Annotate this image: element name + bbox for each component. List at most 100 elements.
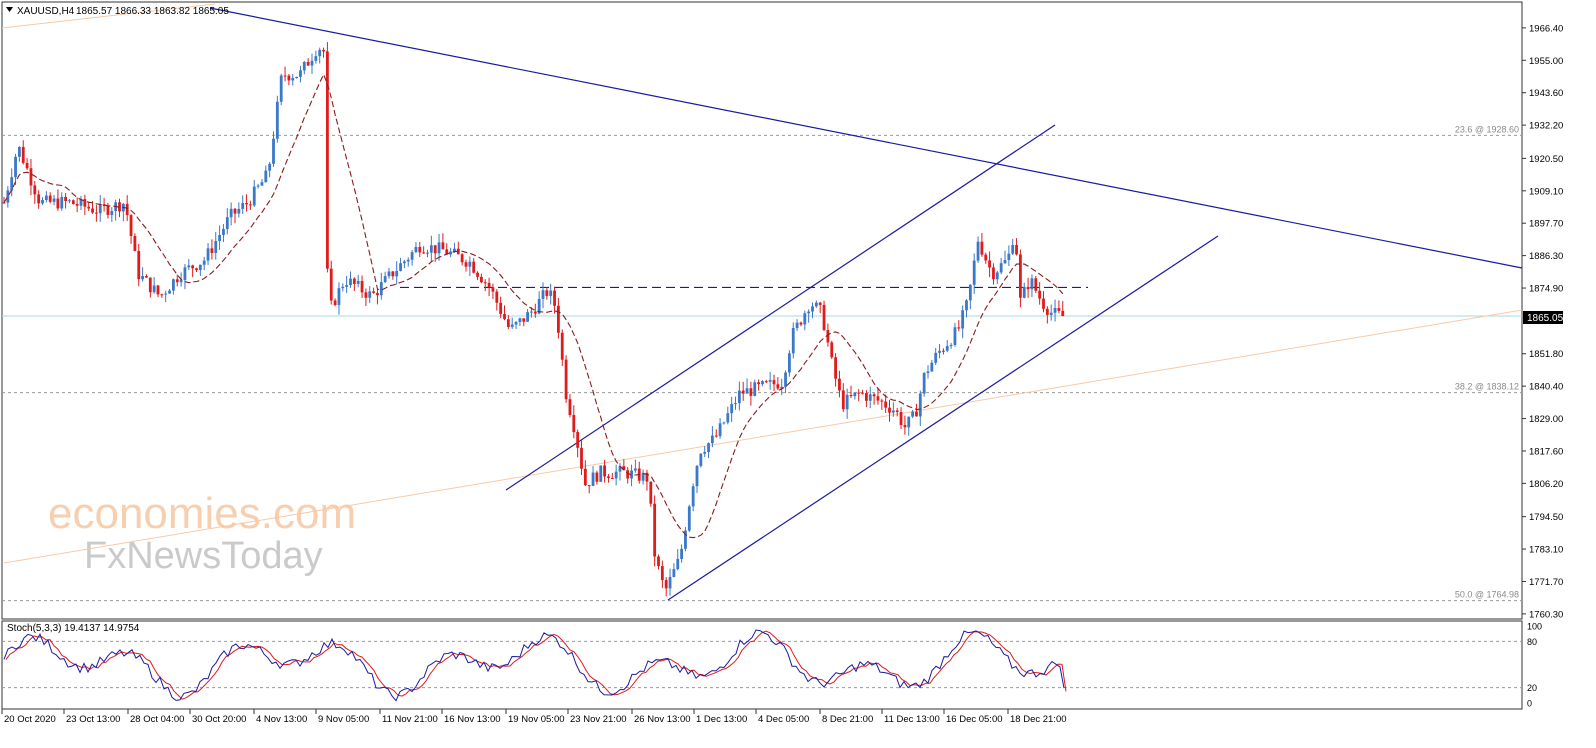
candle-body (888, 407, 891, 413)
candle-body (210, 248, 214, 253)
candle-body (853, 392, 857, 397)
candle-body (118, 202, 121, 212)
candle-body (256, 185, 260, 187)
candle-body (499, 302, 503, 314)
candle-body (349, 278, 352, 286)
x-tick-label: 18 Dec 21:00 (1010, 714, 1067, 725)
candle-body (764, 381, 768, 383)
candle-body (968, 284, 972, 301)
candle-body (225, 217, 229, 230)
candle-body (757, 382, 760, 385)
candle-body (364, 292, 368, 298)
x-tick-label: 20 Oct 2020 (4, 714, 56, 725)
candle-body (953, 327, 957, 345)
candle-body (506, 319, 510, 327)
candle-body (249, 204, 252, 206)
candle-body (576, 432, 580, 448)
stoch-label: Stoch(5,3,3) 19.4137 14.9754 (7, 623, 140, 634)
fib-level-label: 50.0 @ 1764.98 (1455, 590, 1519, 600)
candle-body (957, 327, 961, 329)
x-tick-label: 4 Dec 05:00 (758, 714, 809, 725)
candle-body (1049, 312, 1053, 315)
y-tick-label: 1874.90 (1529, 284, 1563, 295)
x-tick-label: 30 Oct 20:00 (192, 714, 246, 725)
candle-body (741, 390, 745, 394)
candle-body (245, 203, 248, 205)
candle-body (179, 279, 183, 283)
candle-body (626, 470, 630, 479)
candle-body (780, 386, 784, 389)
candle-body (137, 250, 141, 280)
x-tick-label: 8 Dec 21:00 (822, 714, 873, 725)
candle-body (102, 204, 106, 207)
candle-body (1038, 290, 1042, 299)
x-tick-label: 16 Nov 13:00 (444, 714, 501, 725)
candle-body (791, 328, 795, 354)
candle-body (1042, 298, 1045, 309)
candle-body (965, 300, 968, 311)
candle-body (195, 268, 198, 271)
candle-body (145, 276, 148, 278)
candle-body (141, 276, 144, 280)
stoch-level-label: 100 (1527, 622, 1542, 632)
candle-body (453, 248, 456, 252)
candle-body (795, 322, 799, 329)
stoch-level-label: 80 (1527, 637, 1537, 647)
candle-body (1030, 278, 1034, 290)
candle-body (426, 252, 429, 254)
stoch-level-label: 0 (1527, 699, 1532, 709)
candle-body (784, 372, 787, 387)
candle-body (1007, 253, 1011, 260)
candle-body (630, 470, 633, 479)
candle-body (530, 311, 533, 313)
candle-body (768, 380, 772, 382)
candle-body (591, 472, 595, 486)
candle-body (845, 394, 849, 410)
candle-body (110, 211, 114, 216)
candle-body (803, 313, 807, 325)
candle-body (64, 196, 67, 201)
candle-body (849, 394, 853, 397)
candle-body (229, 208, 233, 218)
candle-body (449, 251, 452, 255)
candle-body (98, 204, 102, 214)
candle-body (745, 388, 749, 394)
candle-body (899, 412, 903, 425)
candle-body (268, 163, 272, 171)
x-tick-label: 4 Nov 13:00 (256, 714, 307, 725)
candle-body (872, 394, 876, 397)
fib-trend-line (3, 309, 1523, 564)
candle-body (480, 276, 483, 283)
x-tick-label: 9 Nov 05:00 (318, 714, 369, 725)
candle-body (942, 350, 945, 352)
candle-body (352, 278, 356, 284)
candle-body (472, 261, 476, 273)
candle-body (945, 346, 949, 351)
y-tick-label: 1840.40 (1529, 382, 1563, 393)
candle-body (148, 277, 152, 293)
triangle-down-icon[interactable] (6, 7, 13, 12)
y-tick-label: 1794.50 (1529, 512, 1563, 523)
candle-body (726, 413, 730, 423)
candle-body (699, 453, 703, 466)
candle-body (198, 264, 202, 271)
x-tick-label: 26 Nov 13:00 (634, 714, 691, 725)
candle-body (999, 263, 1003, 273)
candle-body (988, 260, 991, 268)
candle-body (202, 260, 206, 265)
candle-body (622, 466, 626, 471)
candle-body (329, 268, 333, 301)
fib-level-label: 23.6 @ 1928.60 (1455, 124, 1519, 134)
candle-body (379, 282, 383, 296)
candle-body (807, 311, 811, 314)
candle-body (60, 196, 64, 209)
candle-body (487, 282, 491, 288)
candle-body (295, 76, 298, 79)
candle-body (695, 465, 699, 487)
candle-body (841, 390, 845, 410)
x-tick-label: 19 Nov 05:00 (508, 714, 565, 725)
candle-body (557, 305, 560, 333)
candle-body (372, 291, 375, 293)
candle-body (275, 101, 279, 139)
